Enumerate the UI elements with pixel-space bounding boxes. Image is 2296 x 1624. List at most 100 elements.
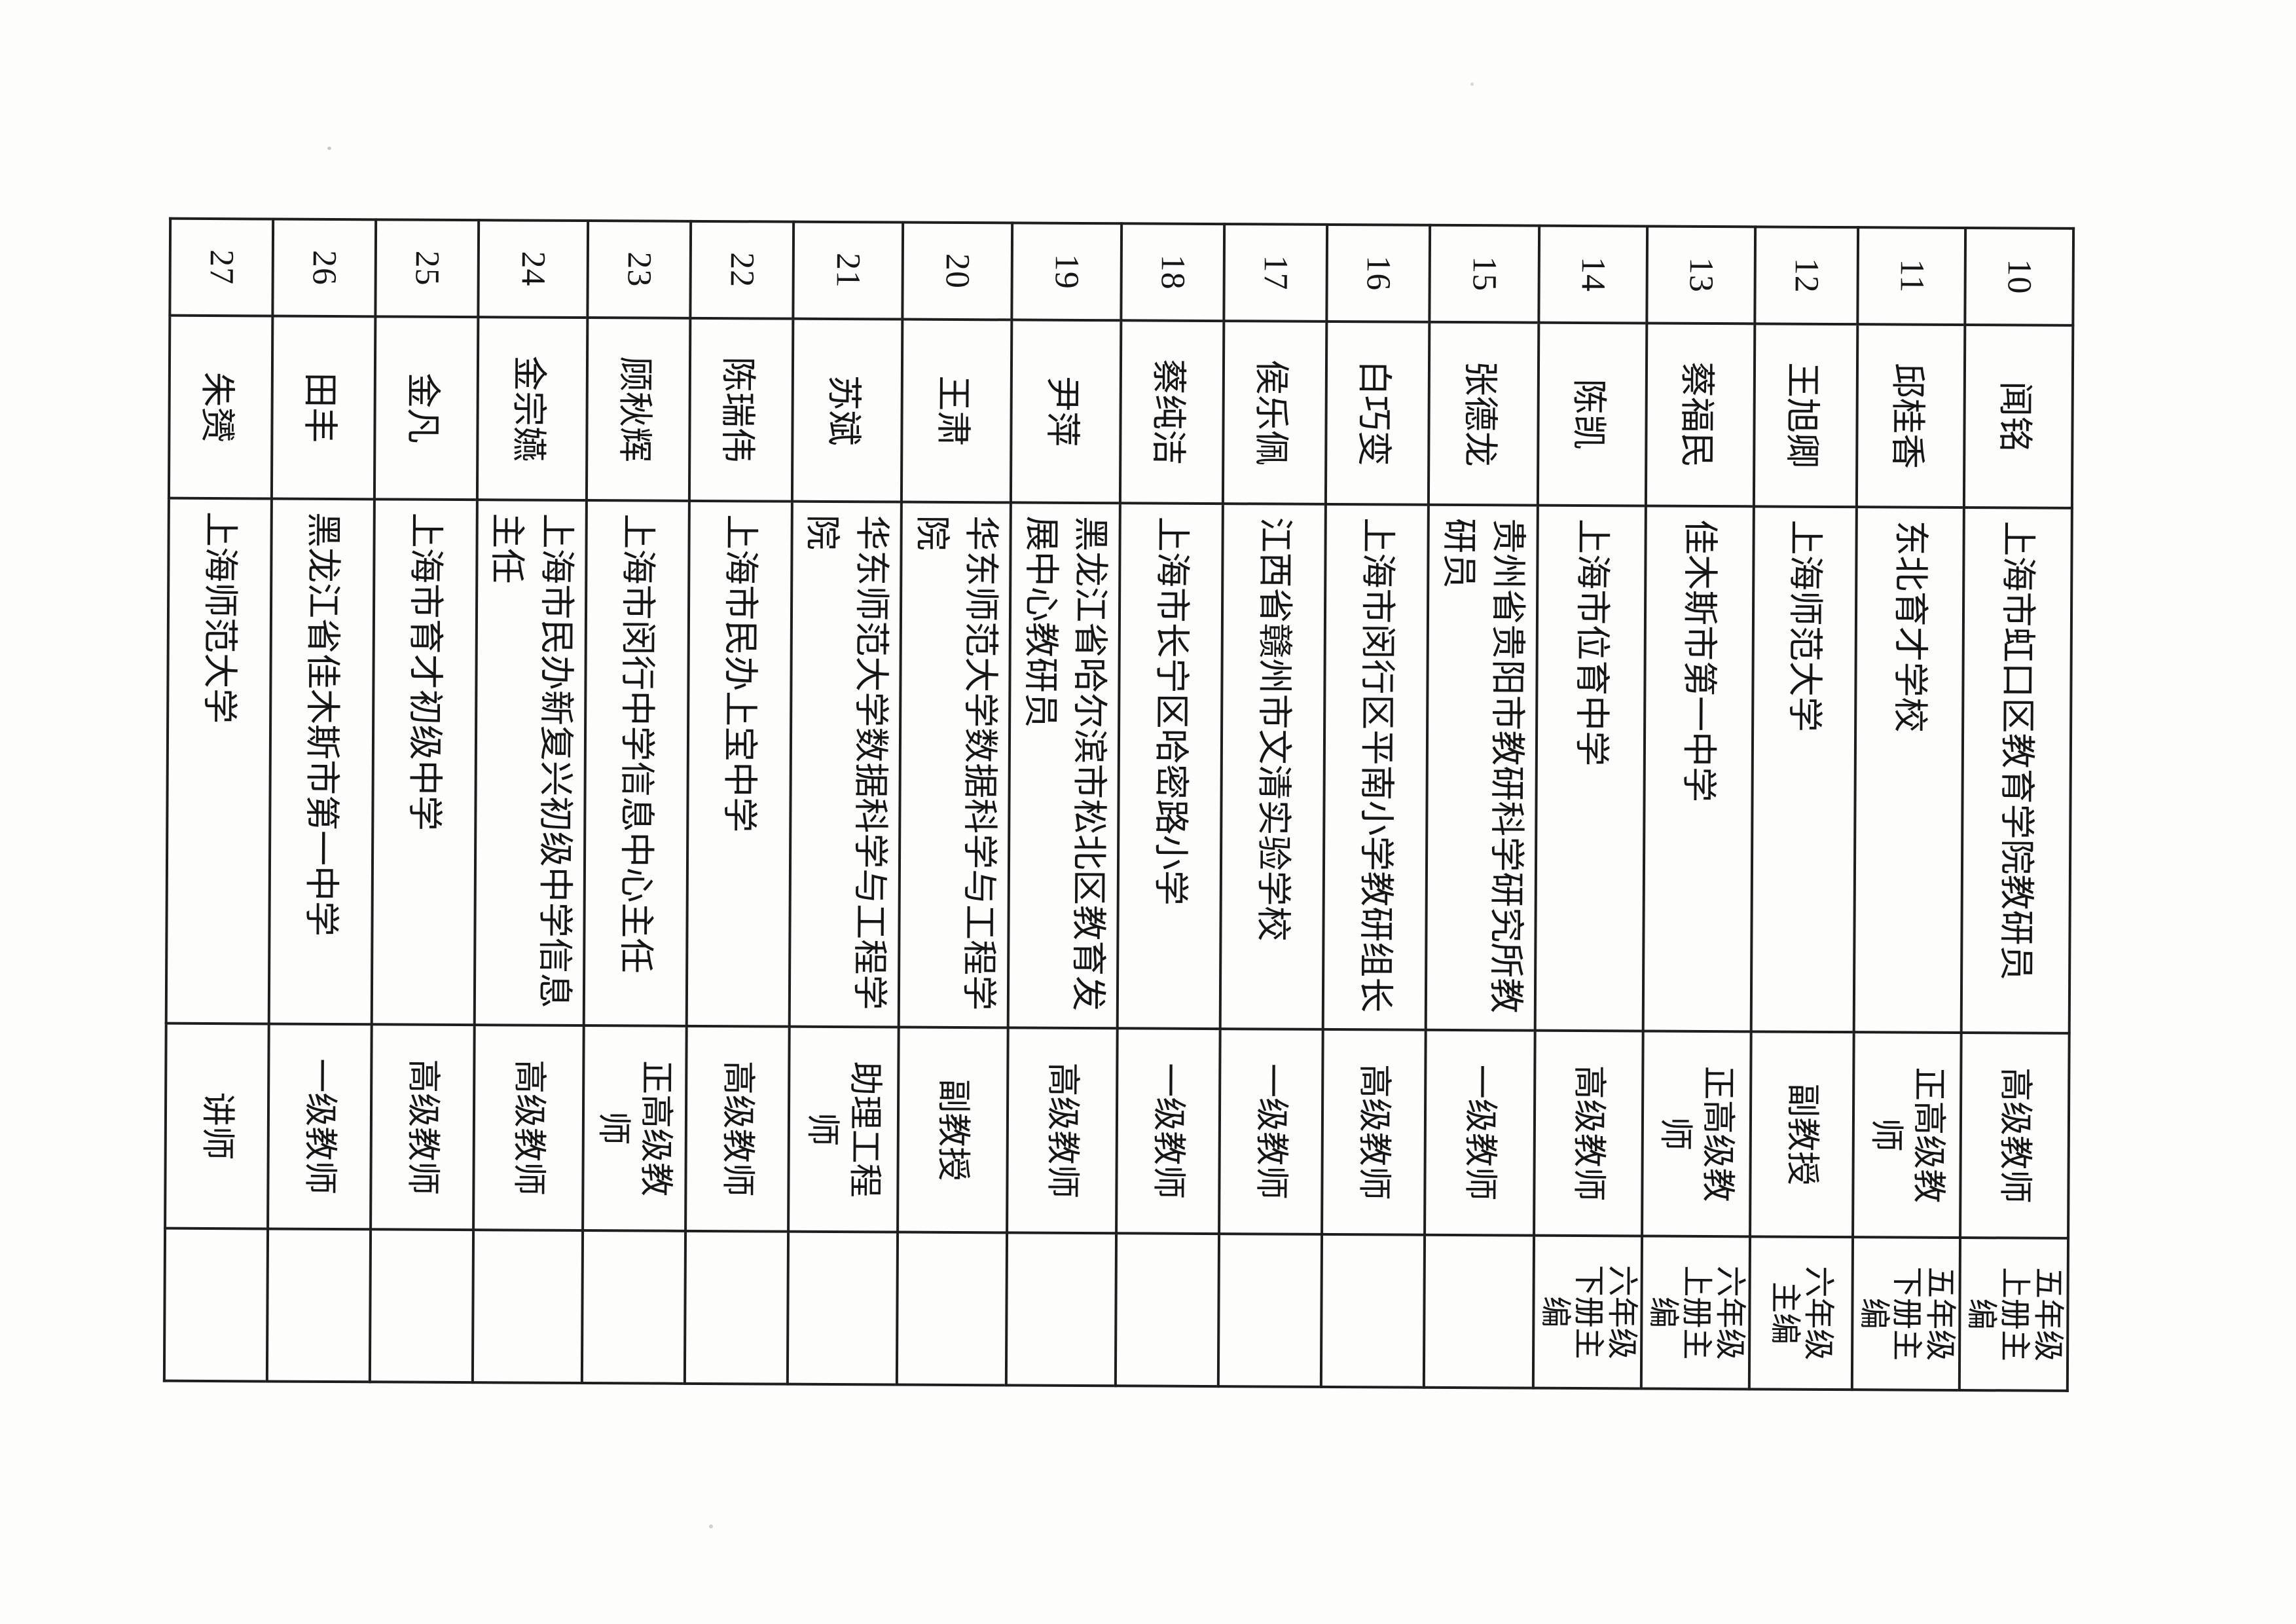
scan-speck bbox=[709, 1524, 713, 1528]
table-row: 24 金宗嬿 上海市民办新复兴初级中学信息主任 高级教师 bbox=[472, 220, 588, 1384]
table-row: 25 金凡 上海市育才初级中学 高级教师 bbox=[369, 219, 479, 1383]
cell-remark bbox=[896, 1232, 1008, 1386]
cell-row-number: 18 bbox=[1121, 223, 1225, 322]
cell-row-number: 17 bbox=[1224, 224, 1328, 322]
cell-professional-title: 正高级教师 bbox=[582, 1025, 687, 1231]
cell-organization: 上海市位育中学 bbox=[1535, 505, 1647, 1031]
cell-person-name: 金凡 bbox=[374, 316, 478, 500]
cell-remark: 六年级上册主编 bbox=[1641, 1236, 1750, 1390]
cell-row-number: 24 bbox=[477, 220, 588, 318]
table-row: 23 顾秋辉 上海市闵行中学信息中心主任 正高级教师 bbox=[581, 221, 691, 1384]
cell-professional-title: 正高级教师 bbox=[1852, 1032, 1962, 1238]
cell-organization: 上海师范大学 bbox=[166, 498, 272, 1024]
cell-person-name: 陈凯 bbox=[1538, 322, 1647, 506]
cell-person-name: 王旭卿 bbox=[1753, 323, 1858, 507]
cell-remark: 五年级上册主编 bbox=[1959, 1238, 2069, 1391]
cell-remark bbox=[266, 1228, 371, 1382]
table-row: 13 蔡福民 佳木斯市第一中学 正高级教师 六年级上册主编 bbox=[1641, 226, 1755, 1390]
cell-remark bbox=[1006, 1232, 1117, 1386]
cell-organization: 上海师范大学 bbox=[1751, 506, 1857, 1033]
cell-remark bbox=[1424, 1234, 1535, 1388]
cell-professional-title: 助理工程师 bbox=[788, 1026, 899, 1232]
cell-organization: 上海市民办上宝中学 bbox=[686, 500, 792, 1027]
table-row: 12 王旭卿 上海师范大学 副教授 六年级主编 bbox=[1749, 227, 1858, 1390]
table-row: 10 闻铭 上海市虹口区教育学院教研员 高级教师 五年级上册主编 bbox=[1959, 228, 2074, 1391]
cell-professional-title: 高级教师 bbox=[1960, 1033, 2069, 1238]
cell-person-name: 闻铭 bbox=[1964, 325, 2073, 508]
cell-row-number: 21 bbox=[793, 221, 903, 320]
cell-row-number: 11 bbox=[1857, 227, 1966, 325]
cell-remark bbox=[787, 1231, 898, 1385]
cell-row-number: 25 bbox=[374, 219, 479, 318]
scan-speck bbox=[1470, 83, 1474, 86]
cell-person-name: 张德龙 bbox=[1429, 322, 1539, 506]
cell-organization: 佳木斯市第一中学 bbox=[1643, 506, 1754, 1032]
cell-professional-title: 高级教师 bbox=[1534, 1030, 1643, 1236]
cell-row-number: 20 bbox=[902, 222, 1013, 320]
cell-organization: 上海市闵行区平南小学教研组长 bbox=[1323, 504, 1429, 1030]
table-row: 19 尹萍 黑龙江省哈尔滨市松北区教育发展中心教研员 高级教师 bbox=[1006, 223, 1122, 1386]
cell-professional-title: 讲师 bbox=[164, 1023, 269, 1229]
cell-person-name: 朱赟 bbox=[168, 315, 272, 499]
table-row: 22 陈瑞伟 上海市民办上宝中学 高级教师 bbox=[684, 221, 793, 1384]
cell-professional-title: 高级教师 bbox=[1322, 1029, 1427, 1235]
cell-professional-title: 高级教师 bbox=[685, 1025, 790, 1232]
cell-person-name: 侯乐佩 bbox=[1223, 321, 1327, 504]
cell-organization: 上海市虹口区教育学院教研员 bbox=[1961, 507, 2072, 1033]
cell-row-number: 10 bbox=[1965, 228, 2074, 325]
cell-organization: 上海市育才初级中学 bbox=[371, 499, 477, 1025]
cell-person-name: 田丰 bbox=[271, 316, 375, 500]
table-row: 20 王肃 华东师范大学数据科学与工程学院 副教授 bbox=[896, 222, 1013, 1386]
table-row: 15 张德龙 贵州省贵阳市教研科学研究所教研员 一级教师 bbox=[1424, 225, 1540, 1388]
cell-remark bbox=[369, 1229, 473, 1383]
cell-row-number: 23 bbox=[587, 221, 691, 318]
cell-row-number: 15 bbox=[1429, 225, 1540, 323]
cell-remark: 六年级主编 bbox=[1749, 1236, 1853, 1390]
cell-person-name: 苏斌 bbox=[792, 318, 903, 502]
cell-remark bbox=[472, 1230, 583, 1384]
cell-remark bbox=[1321, 1234, 1425, 1388]
cell-professional-title: 副教授 bbox=[1749, 1031, 1854, 1238]
cell-organization: 黑龙江省佳木斯市第一中学 bbox=[268, 498, 374, 1025]
cell-organization: 华东师范大学数据科学与工程学院 bbox=[789, 501, 902, 1027]
cell-professional-title: 高级教师 bbox=[1007, 1027, 1118, 1234]
cell-organization: 上海市闵行中学信息中心主任 bbox=[583, 500, 689, 1026]
cell-person-name: 蔡福民 bbox=[1646, 323, 1755, 507]
cell-remark bbox=[1116, 1233, 1220, 1387]
table-row: 16 白巧变 上海市闵行区平南小学教研组长 高级教师 bbox=[1321, 224, 1430, 1388]
cell-remark: 六年级下册主编 bbox=[1533, 1235, 1643, 1389]
cell-professional-title: 高级教师 bbox=[473, 1025, 584, 1231]
table-row: 14 陈凯 上海市位育中学 高级教师 六年级下册主编 bbox=[1533, 225, 1648, 1389]
table-row: 27 朱赟 上海师范大学 讲师 bbox=[164, 218, 273, 1382]
cell-person-name: 王肃 bbox=[901, 319, 1012, 503]
cell-row-number: 26 bbox=[272, 219, 376, 317]
cell-row-number: 13 bbox=[1647, 226, 1755, 324]
cell-remark bbox=[581, 1230, 685, 1384]
table-row: 11 邱桂香 东北育才学校 正高级教师 五年级下册主编 bbox=[1851, 227, 1966, 1391]
cell-organization: 上海市长宁区哈密路小学 bbox=[1118, 503, 1224, 1029]
cell-organization: 上海市民办新复兴初级中学信息主任 bbox=[474, 500, 587, 1026]
cell-organization: 东北育才学校 bbox=[1853, 507, 1965, 1033]
cell-remark: 五年级下册主编 bbox=[1851, 1237, 1961, 1391]
cell-professional-title: 副教授 bbox=[898, 1027, 1008, 1233]
cell-professional-title: 一级教师 bbox=[1116, 1028, 1221, 1234]
cell-remark bbox=[1218, 1234, 1322, 1387]
table-row: 18 蔡纯洁 上海市长宁区哈密路小学 一级教师 bbox=[1116, 223, 1225, 1387]
cell-professional-title: 一级教师 bbox=[267, 1024, 372, 1230]
cell-row-number: 22 bbox=[690, 221, 793, 319]
table-row: 26 田丰 黑龙江省佳木斯市第一中学 一级教师 bbox=[266, 219, 376, 1382]
cell-person-name: 金宗嬿 bbox=[477, 317, 588, 501]
cell-person-name: 顾秋辉 bbox=[586, 318, 691, 501]
rotated-table-container: 10 闻铭 上海市虹口区教育学院教研员 高级教师 五年级上册主编 11 邱桂香 … bbox=[164, 217, 2075, 1391]
cell-organization: 华东师范大学数据科学与工程学院 bbox=[898, 502, 1011, 1028]
cell-professional-title: 一级教师 bbox=[1425, 1029, 1536, 1236]
cell-row-number: 27 bbox=[169, 218, 273, 316]
cell-person-name: 蔡纯洁 bbox=[1120, 320, 1224, 504]
scan-speck bbox=[327, 147, 331, 150]
cell-professional-title: 正高级教师 bbox=[1642, 1031, 1751, 1237]
table-row: 21 苏斌 华东师范大学数据科学与工程学院 助理工程师 bbox=[787, 221, 903, 1385]
cell-person-name: 尹萍 bbox=[1011, 320, 1121, 504]
cell-row-number: 14 bbox=[1539, 225, 1648, 323]
cell-person-name: 邱桂香 bbox=[1856, 324, 1965, 508]
